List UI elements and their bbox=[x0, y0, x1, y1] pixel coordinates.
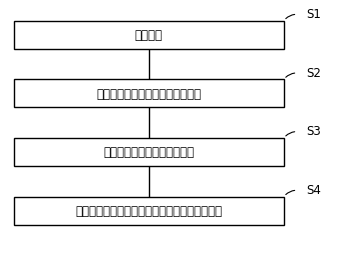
Text: S4: S4 bbox=[306, 183, 321, 196]
Text: 在衬底上通过热氧化法制备氧化层: 在衬底上通过热氧化法制备氧化层 bbox=[96, 88, 201, 100]
Text: S3: S3 bbox=[306, 125, 321, 138]
Text: S2: S2 bbox=[306, 67, 321, 79]
Text: 提供衬底: 提供衬底 bbox=[135, 29, 163, 42]
Bar bbox=[14, 197, 284, 225]
Bar bbox=[14, 22, 284, 50]
Text: S1: S1 bbox=[306, 8, 321, 21]
Text: 在氧化层上制备钽镍硒沟道层: 在氧化层上制备钽镍硒沟道层 bbox=[103, 146, 194, 159]
Bar bbox=[14, 138, 284, 166]
Bar bbox=[14, 80, 284, 108]
Text: 在部分氧化层及部分钽镍硒沟道层上制备电极层: 在部分氧化层及部分钽镍硒沟道层上制备电极层 bbox=[75, 204, 222, 217]
